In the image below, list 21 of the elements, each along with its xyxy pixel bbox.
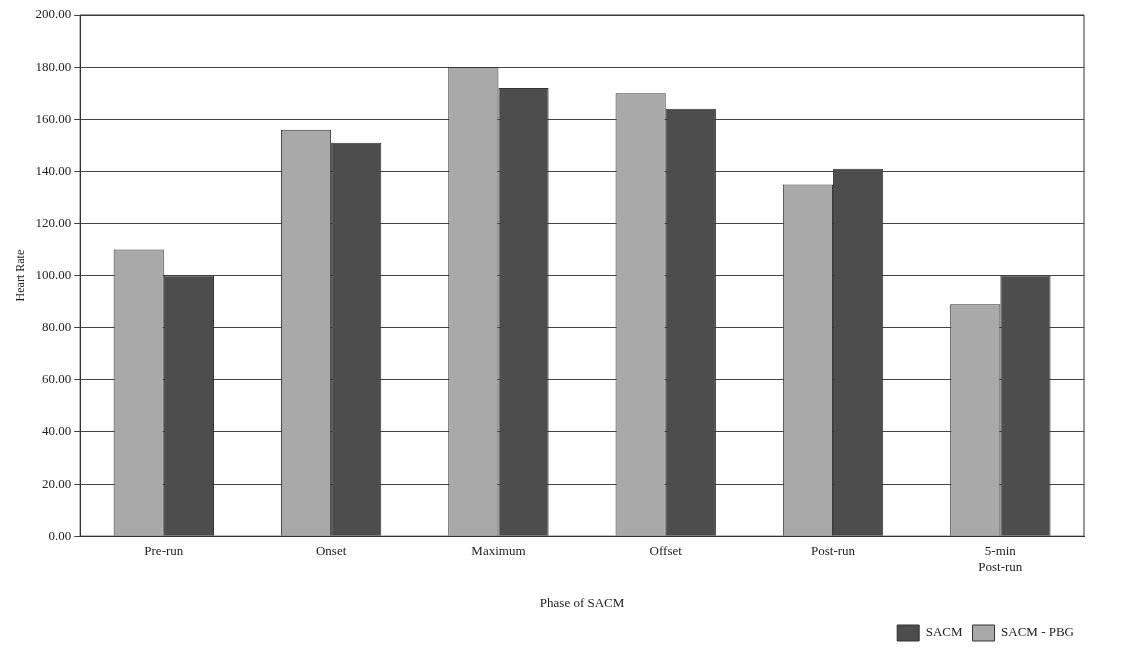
y-tick-label: 160.00: [35, 110, 72, 126]
y-tick-label: 0.00: [48, 527, 72, 543]
y-tick-label: 20.00: [41, 475, 72, 491]
x-tick-label: Pre-run: [144, 543, 184, 559]
x-tick-label: 5-min Post-run: [978, 543, 1023, 575]
x-tick-label: Offset: [649, 543, 683, 559]
y-axis-title: Heart Rate: [13, 249, 28, 302]
x-tick-label: Post-run: [811, 543, 856, 559]
legend-label: SACM: [925, 624, 963, 640]
x-tick-label: Onset: [315, 543, 347, 559]
y-tick-label: 200.00: [35, 6, 72, 22]
legend-label: SACM - PBG: [1001, 624, 1074, 640]
y-tick-label: 80.00: [41, 319, 72, 335]
x-tick-label: Maximum: [471, 543, 526, 559]
x-axis-title: Phase of SACM: [539, 594, 625, 610]
y-tick-label: 180.00: [35, 58, 72, 74]
y-tick-label: 60.00: [41, 371, 72, 387]
y-tick-label: 100.00: [35, 267, 72, 283]
y-tick-label: 140.00: [35, 162, 72, 178]
y-tick-label: 40.00: [41, 423, 72, 439]
y-tick-label: 120.00: [35, 214, 72, 230]
